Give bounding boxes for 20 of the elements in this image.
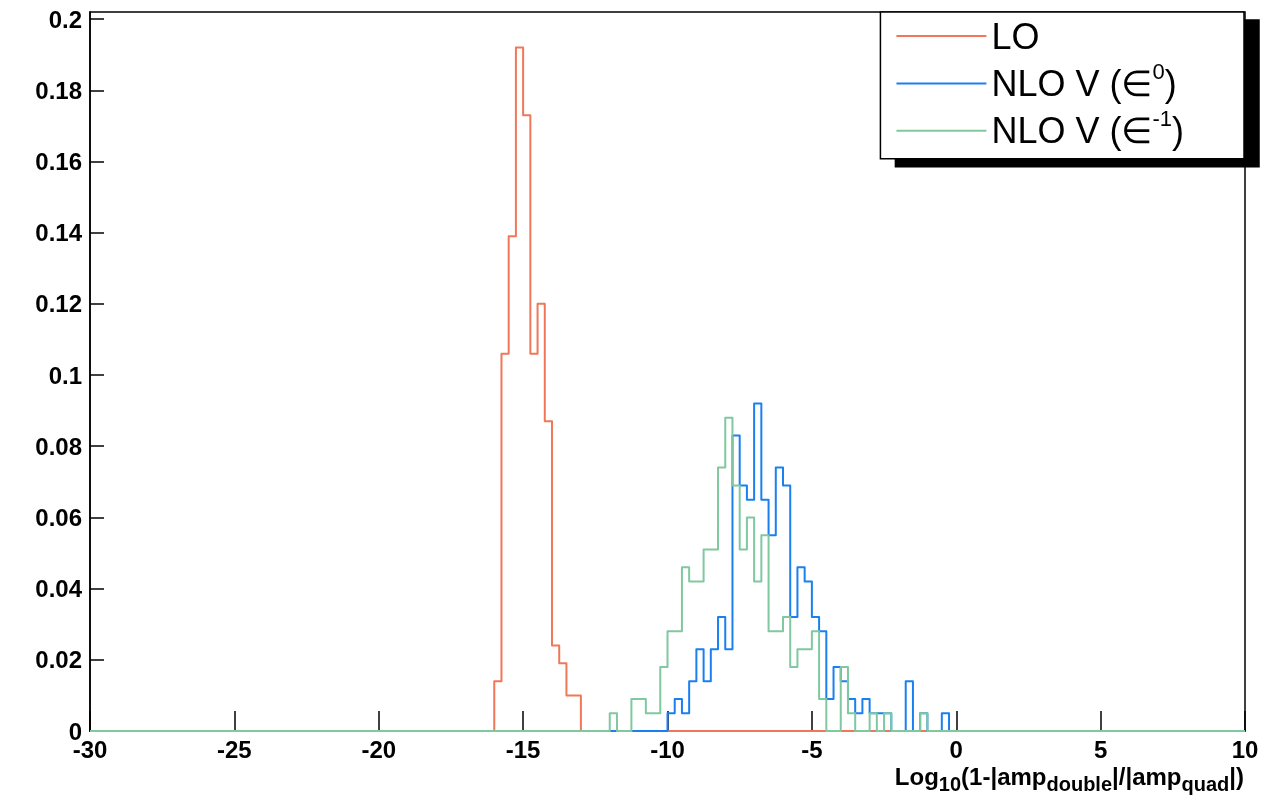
x-tick-label: -20 bbox=[361, 735, 397, 763]
y-tick-label: 0.16 bbox=[35, 147, 82, 175]
x-tick-label: 5 bbox=[1093, 735, 1108, 763]
x-tick-label: 10 bbox=[1231, 735, 1259, 763]
y-tick-label: 0.18 bbox=[35, 76, 82, 104]
x-tick-label: -25 bbox=[217, 735, 252, 763]
y-tick-label: 0.2 bbox=[48, 5, 82, 33]
y-tick-label: 0.04 bbox=[35, 575, 83, 603]
x-tick-label: -5 bbox=[801, 735, 823, 763]
y-tick-label: 0.12 bbox=[35, 290, 82, 318]
x-tick-label: 0 bbox=[949, 735, 963, 763]
legend-label: LO bbox=[991, 15, 1040, 57]
y-tick-label: 0.06 bbox=[35, 503, 82, 531]
x-axis-title: Log$_{10}$(1-|amp$_{double}$|/|amp$_{quad}$|) bbox=[894, 762, 1244, 797]
y-tick-label: 0.14 bbox=[35, 219, 83, 247]
y-tick-label: 0.08 bbox=[35, 432, 82, 460]
x-tick-label: -10 bbox=[650, 735, 685, 763]
x-tick-label: -15 bbox=[505, 735, 541, 763]
y-tick-label: 0.1 bbox=[48, 361, 82, 389]
y-tick-label: 0.02 bbox=[35, 646, 82, 674]
